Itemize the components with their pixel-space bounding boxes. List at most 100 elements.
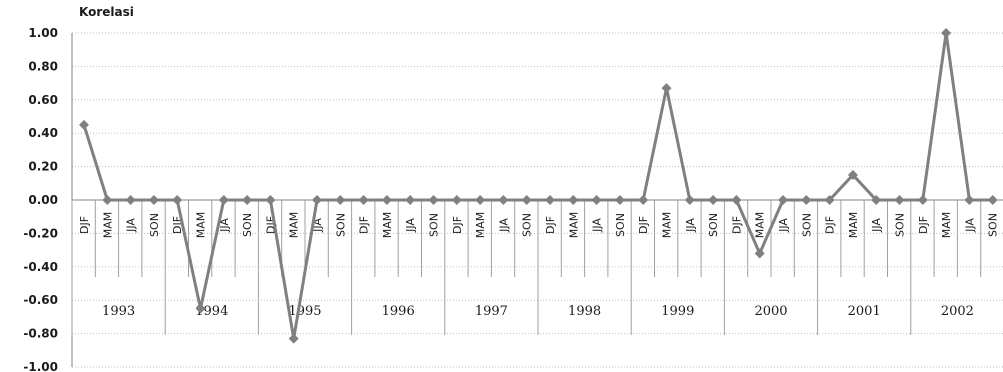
season-label: JJA [404, 218, 417, 233]
season-label: DJF [730, 216, 743, 234]
y-tick-label: -0.80 [23, 327, 58, 341]
data-point [498, 195, 509, 205]
year-label: 2002 [941, 304, 974, 319]
data-point [381, 195, 392, 205]
season-label: SON [334, 213, 347, 237]
year-label: 2001 [848, 304, 881, 319]
data-point [591, 195, 602, 205]
season-label: DJF [358, 216, 371, 234]
year-label: 1997 [475, 304, 508, 319]
season-label: SON [894, 213, 907, 237]
season-label: DJF [78, 216, 91, 234]
data-point [172, 195, 183, 205]
season-label: SON [614, 213, 627, 237]
data-point [125, 195, 136, 205]
data-point [638, 195, 649, 205]
data-point [824, 195, 835, 205]
data-point [941, 28, 952, 38]
data-point [801, 195, 812, 205]
data-point [614, 195, 625, 205]
year-label: 1999 [661, 304, 694, 319]
y-tick-label: -1.00 [23, 360, 58, 372]
data-point [778, 195, 788, 205]
season-label: JJA [870, 218, 883, 233]
y-tick-label: 0.40 [28, 126, 58, 140]
data-point [964, 195, 975, 205]
y-tick-labels: 1.00 0.80 0.60 0.40 0.20 0.00 -0.20 -0.40 -0.60 -… [23, 26, 58, 372]
season-label: DJF [824, 216, 837, 234]
season-label: DJF [451, 216, 464, 234]
year-label: 1996 [382, 304, 415, 319]
data-point [894, 195, 905, 205]
data-point [358, 195, 369, 205]
data-point [312, 195, 322, 205]
data-point [661, 83, 672, 94]
data-point [521, 195, 532, 205]
y-tick-label: -0.40 [23, 260, 58, 274]
y-tick-label: 1.00 [28, 26, 58, 40]
season-label: JJA [497, 218, 510, 233]
data-point [335, 195, 346, 205]
data-point [79, 119, 89, 130]
data-point [545, 195, 555, 205]
data-point [731, 195, 742, 205]
data-point [451, 195, 462, 205]
y-tick-label: -0.60 [23, 293, 58, 307]
year-label: 1998 [568, 304, 601, 319]
season-label: DJF [544, 216, 557, 234]
series-layer [79, 28, 998, 344]
season-label: SON [428, 213, 441, 237]
season-label: MAM [661, 212, 674, 239]
y-tick-label: -0.20 [23, 226, 58, 240]
chart-title: Korelasi [79, 5, 134, 19]
data-point [568, 195, 579, 205]
season-label: JJA [684, 218, 697, 233]
season-label: MAM [754, 212, 767, 239]
season-label: DJF [637, 216, 650, 234]
data-point [987, 195, 998, 205]
data-point [847, 169, 858, 180]
data-point [218, 195, 229, 205]
season-label: MAM [381, 212, 394, 239]
season-label: JJA [591, 218, 604, 233]
season-label: MAM [101, 212, 114, 239]
data-point [754, 248, 765, 259]
y-tick-label: 0.20 [28, 160, 58, 174]
data-point [871, 195, 882, 205]
series-line [82, 31, 993, 341]
y-tick-label: 0.80 [28, 59, 58, 73]
season-label: JJA [963, 218, 976, 233]
year-label: 2000 [754, 304, 787, 319]
data-point [102, 195, 113, 205]
season-label: SON [707, 213, 720, 237]
data-point [708, 195, 719, 205]
y-tick-label: 0.60 [28, 93, 58, 107]
year-label: 1995 [288, 304, 321, 319]
year-label: 1993 [102, 304, 135, 319]
season-label: JJA [125, 218, 138, 233]
data-point [405, 195, 416, 205]
data-point [288, 333, 299, 344]
data-point [684, 195, 695, 205]
season-label: SON [800, 213, 813, 237]
season-label: MAM [474, 212, 487, 239]
season-label: JJA [777, 218, 790, 233]
season-label: MAM [847, 212, 860, 239]
season-label: MAM [940, 212, 953, 239]
data-point [148, 195, 159, 205]
data-point [917, 195, 928, 205]
season-label: SON [987, 213, 1000, 237]
data-point [242, 195, 253, 205]
season-label: SON [148, 213, 161, 237]
data-point [195, 303, 206, 314]
data-point [475, 195, 486, 205]
season-label: DJF [917, 216, 930, 234]
x-category-labels: DJF MAM JJA SON DJF MAM JJA SON DJF MAM JJA SON DJF M… [78, 212, 1000, 319]
season-label: MAM [567, 212, 580, 239]
data-point [265, 195, 276, 205]
data-point [428, 195, 439, 205]
season-label: SON [521, 213, 534, 237]
y-tick-label: 0.00 [28, 193, 58, 207]
season-label: MAM [288, 212, 301, 239]
